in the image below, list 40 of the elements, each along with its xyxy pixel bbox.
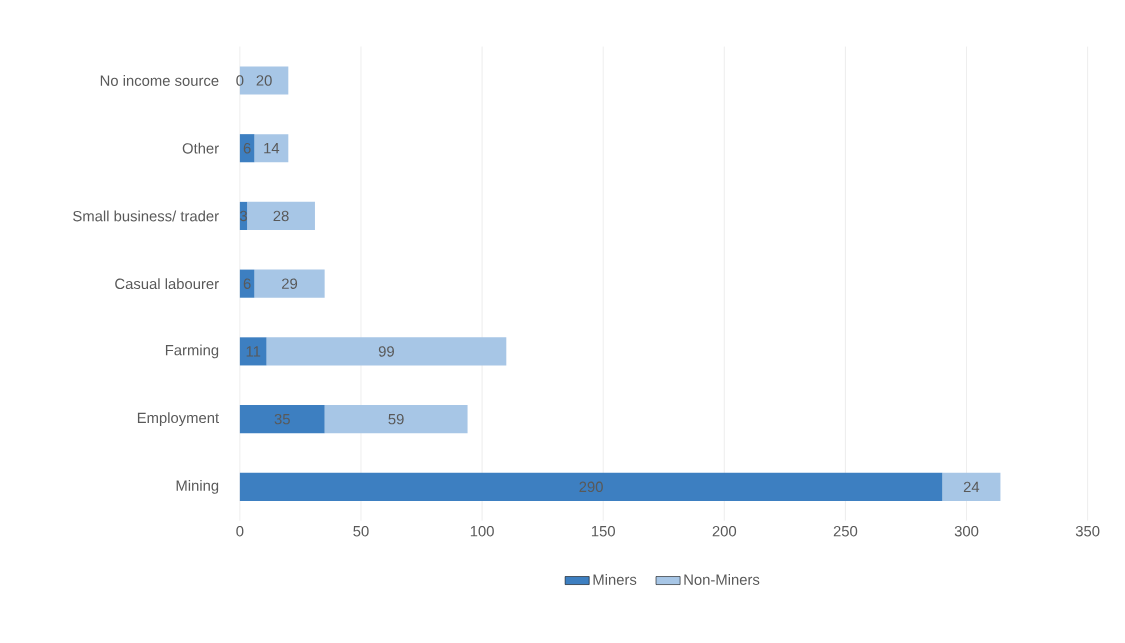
data-label: 35 [274,413,290,425]
bar [239,472,943,501]
bar [942,472,1001,501]
y-tick-label: Casual labourer [115,278,219,290]
data-label: 14 [264,143,280,154]
bar [254,134,289,163]
x-tick-label: 0 [236,526,244,537]
legend-label: Miners [593,574,637,586]
y-tick-label: Small business/ trader [73,210,219,222]
y-tick-label: Other [182,142,219,154]
x-tick-label: 250 [833,526,858,537]
data-label: 29 [282,278,298,289]
data-label: 28 [273,210,289,222]
bar [254,269,325,298]
data-label: 6 [243,143,251,154]
bar [247,201,315,231]
y-tick-label: Mining [176,480,219,494]
bar [266,337,507,366]
data-label: 59 [388,413,404,425]
data-label: 11 [246,346,261,357]
data-label: 24 [963,481,980,493]
x-tick-label: 200 [712,526,737,537]
data-label: 20 [256,75,272,86]
y-tick-label: No income source [100,75,219,86]
data-label: 0 [236,75,244,86]
x-tick-label: 50 [353,526,369,537]
x-tick-label: 350 [1075,526,1100,537]
y-tick-label: Farming [165,344,219,359]
bar [324,405,468,434]
data-label: 290 [579,481,603,493]
x-tick-label: 150 [591,526,615,537]
legend-label: Non-Miners [684,574,760,586]
bar [239,337,267,366]
x-tick-label: 300 [954,526,979,537]
data-label: 6 [243,278,251,289]
x-tick-label: 100 [470,526,494,537]
bar [239,405,325,434]
y-tick-label: Employment [137,412,219,427]
data-label: 99 [378,346,394,357]
data-label: 3 [239,210,247,222]
